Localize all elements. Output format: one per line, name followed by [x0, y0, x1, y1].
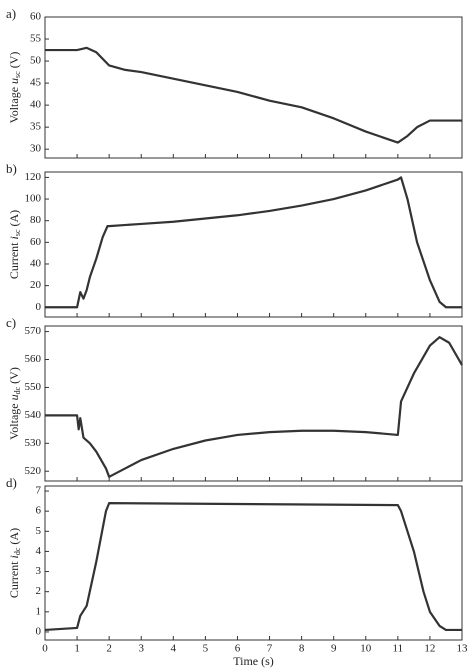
x-tick-label: 10: [360, 643, 372, 655]
y-tick-label: 3: [36, 565, 42, 577]
x-tick-label: 5: [203, 643, 209, 655]
y-label-unit: (A): [7, 210, 21, 227]
y-tick-label: 7: [36, 485, 42, 497]
data-line: [45, 46, 462, 144]
y-tick-label: 1: [36, 605, 42, 617]
y-label-subscript: dc: [13, 547, 22, 555]
y-label-text: Voltage: [7, 87, 21, 123]
data-line: [45, 176, 462, 309]
y-label-symbol: u: [7, 78, 21, 84]
y-label-text: Voltage: [7, 403, 21, 439]
x-tick-label: 11: [393, 643, 404, 655]
y-label-symbol: u: [7, 394, 21, 400]
panel: 0 20 40 60 80 100 120 b) Current isc (A): [6, 161, 463, 318]
y-tick-label: 100: [25, 193, 42, 205]
y-label-subscript: sc: [13, 229, 22, 236]
y-tick-label: 0: [36, 625, 42, 637]
panel-label: d): [6, 475, 17, 490]
plot-frame: [44, 485, 463, 641]
x-tick-label: 4: [171, 643, 177, 655]
y-tick-label: 2: [36, 585, 42, 597]
panel-label: a): [6, 6, 16, 21]
x-tick-label: 2: [106, 643, 112, 655]
data-line: [45, 336, 463, 478]
x-tick-label: 12: [424, 643, 435, 655]
plot-frame: [44, 171, 463, 318]
y-label-subscript: dc: [13, 386, 22, 394]
x-tick-label: 1: [74, 643, 80, 655]
y-tick-label: 540: [25, 409, 42, 421]
y-tick-label: 6: [36, 505, 42, 517]
data-line: [44, 502, 462, 632]
y-tick-label: 20: [30, 279, 42, 291]
y-tick-label: 550: [25, 381, 42, 393]
y-axis-label: Current isc (A): [7, 210, 22, 279]
y-label-symbol: i: [7, 555, 21, 558]
y-tick-label: 35: [30, 121, 42, 133]
x-tick-label: 13: [457, 643, 469, 655]
panel-label: b): [6, 161, 17, 176]
x-tick-label: 0: [42, 643, 48, 655]
panel: 30 35 40 45 50 55 60 a) Voltage usc (V): [6, 6, 463, 159]
y-axis-label: Voltage usc (V): [7, 52, 22, 124]
x-tick-label: 8: [299, 643, 305, 655]
y-label-unit: (V): [7, 52, 21, 69]
x-tick-label: 6: [235, 643, 241, 655]
y-tick-label: 80: [30, 214, 42, 226]
y-tick-label: 40: [30, 99, 42, 111]
y-tick-label: 5: [36, 525, 42, 537]
y-tick-label: 120: [25, 171, 42, 183]
x-tick-label: 7: [267, 643, 273, 655]
y-tick-label: 4: [36, 545, 42, 557]
panel-label: c): [6, 315, 16, 330]
y-tick-label: 60: [30, 236, 42, 248]
y-axis-label: Current idc (A): [7, 528, 22, 598]
plot-frame: [44, 325, 463, 482]
y-label-unit: (V): [7, 367, 21, 384]
y-tick-label: 40: [30, 258, 42, 270]
plot-frame: [44, 16, 463, 159]
y-label-text: Current: [7, 242, 21, 279]
y-tick-label: 0: [36, 301, 42, 313]
x-tick-label: 3: [138, 643, 144, 655]
y-label-subscript: sc: [13, 71, 22, 78]
y-label-unit: (A): [7, 528, 21, 545]
x-tick-label: 9: [331, 643, 337, 655]
y-tick-label: 45: [30, 77, 42, 89]
x-axis-label: Time (s): [233, 654, 274, 668]
y-tick-label: 520: [25, 465, 42, 477]
y-label-text: Current: [7, 561, 21, 598]
y-tick-label: 60: [30, 11, 42, 23]
y-tick-label: 570: [25, 325, 42, 337]
y-tick-label: 560: [25, 353, 42, 365]
panel: 520 530 540 550 560 570 c) Voltage udc (V): [6, 315, 463, 482]
y-tick-label: 50: [30, 55, 42, 67]
y-label-symbol: i: [7, 236, 21, 239]
y-axis-label: Voltage udc (V): [7, 367, 22, 440]
y-tick-label: 30: [30, 143, 42, 155]
y-tick-label: 55: [30, 33, 42, 45]
y-tick-label: 530: [25, 437, 42, 449]
